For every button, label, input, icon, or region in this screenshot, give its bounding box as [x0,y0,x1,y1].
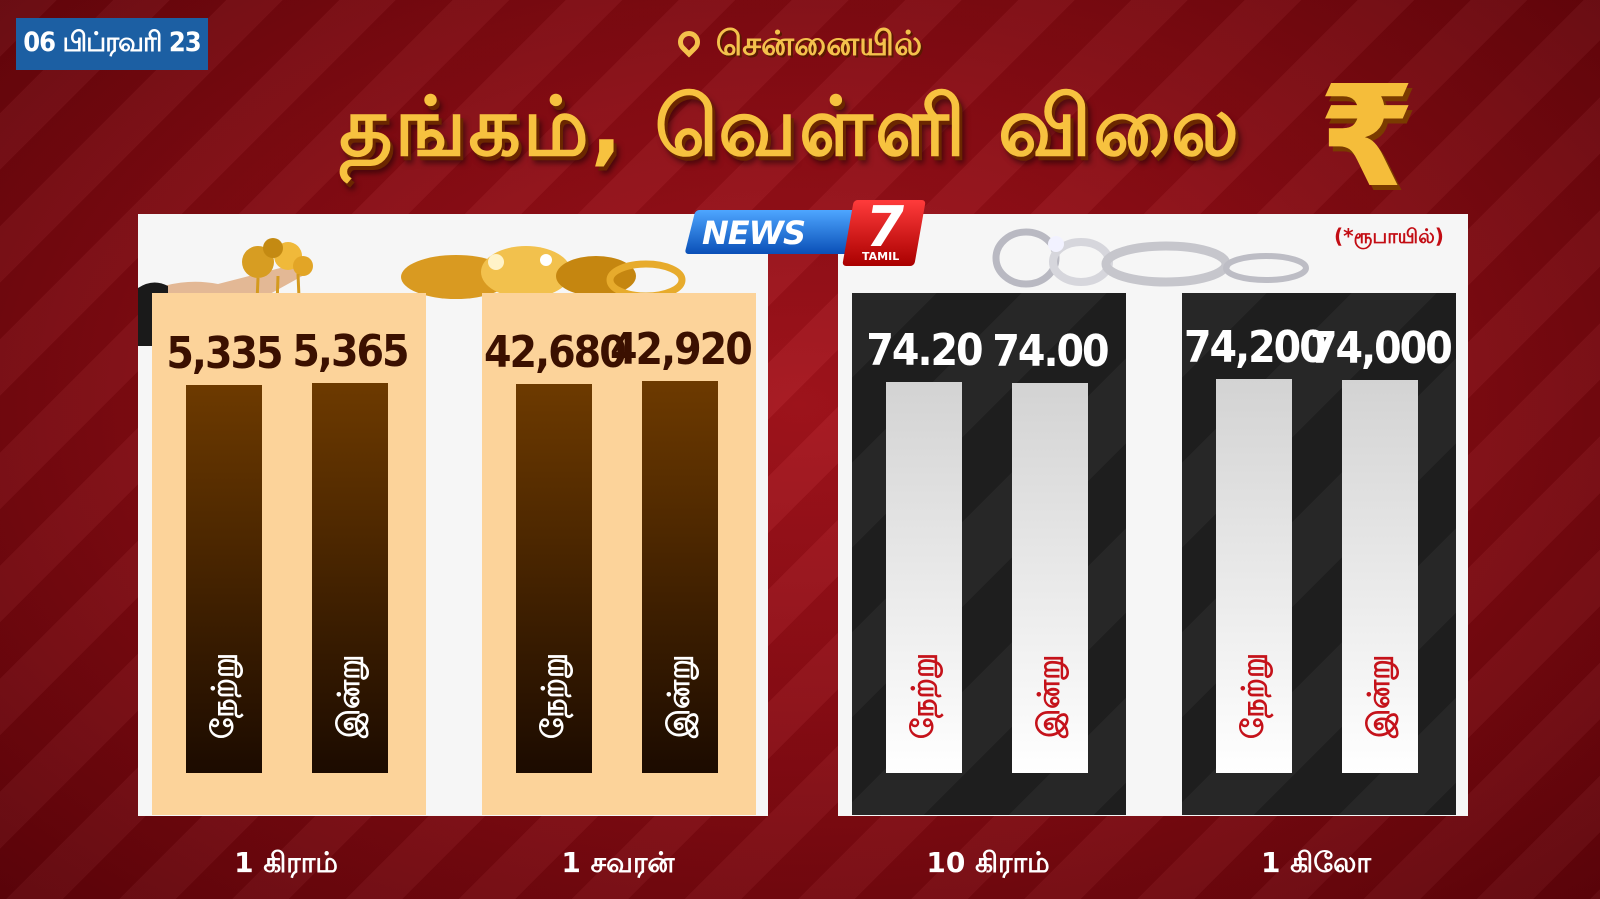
weight-label-1-sovereign: 1 சவரன் [561,846,675,879]
location-pin-icon [673,26,705,58]
gold-jewellery-pile-image [401,246,686,300]
today-value-label: 74,000 [1310,323,1453,374]
today-value-label: 42,920 [610,324,753,375]
yesterday-bar-label: நேற்று [536,652,571,740]
logo-news-text: NEWS [702,214,806,252]
yesterday-value-label: 74,200 [1184,322,1327,373]
silver-10-gram-chart: நேற்று 74.20 இன்று 74.00 [852,293,1126,815]
silver-jewellery-image [992,228,1309,288]
unit-note: (*ரூபாயில்) [1334,224,1444,248]
today-bar-label: இன்று [662,654,697,738]
yesterday-bar: நேற்று [886,382,962,773]
yesterday-bar-label: நேற்று [906,652,941,740]
rupee-icon: ₹ [1318,56,1416,219]
page-title: தங்கம், வெள்ளி விலை [339,80,1241,175]
today-bar: இன்று [1342,380,1418,773]
today-value-label: 5,365 [292,326,409,377]
today-bar: இன்று [312,383,388,773]
yesterday-bar-label: நேற்று [206,652,241,740]
yesterday-value-label: 5,335 [166,328,283,379]
weight-label-1-kilo: 1 கிலோ [1261,846,1371,879]
yesterday-bar-label: நேற்று [1236,652,1271,740]
logo-sub-text: TAMIL [862,250,900,263]
city-name: சென்னையில் [715,24,923,64]
silver-1-kilo-chart: நேற்று 74,200 இன்று 74,000 [1182,293,1456,815]
today-bar-label: இன்று [1362,654,1397,738]
yesterday-bar: நேற்று [186,385,262,773]
today-bar: இன்று [642,381,718,773]
weight-label-10-gram: 10 கிராம் [926,846,1050,879]
news7-tamil-logo: NEWS 7 TAMIL [684,195,926,266]
today-value-label: 74.00 [992,326,1109,377]
yesterday-bar: நேற்று [516,384,592,773]
today-bar-label: இன்று [1032,654,1067,738]
city-heading: சென்னையில் [0,24,1600,68]
today-bar: இன்று [1012,383,1088,773]
gold-1-gram-chart: நேற்று 5,335 இன்று 5,365 [152,293,426,815]
gold-1-sovereign-chart: நேற்று 42,680 இன்று 42,920 [482,293,756,815]
today-bar-label: இன்று [332,654,367,738]
yesterday-value-label: 74.20 [866,325,983,376]
yesterday-value-label: 42,680 [484,327,627,378]
date-badge: 06 பிப்ரவரி 23 [16,18,208,70]
yesterday-bar: நேற்று [1216,379,1292,773]
weight-label-1-gram: 1 கிராம் [234,846,338,879]
